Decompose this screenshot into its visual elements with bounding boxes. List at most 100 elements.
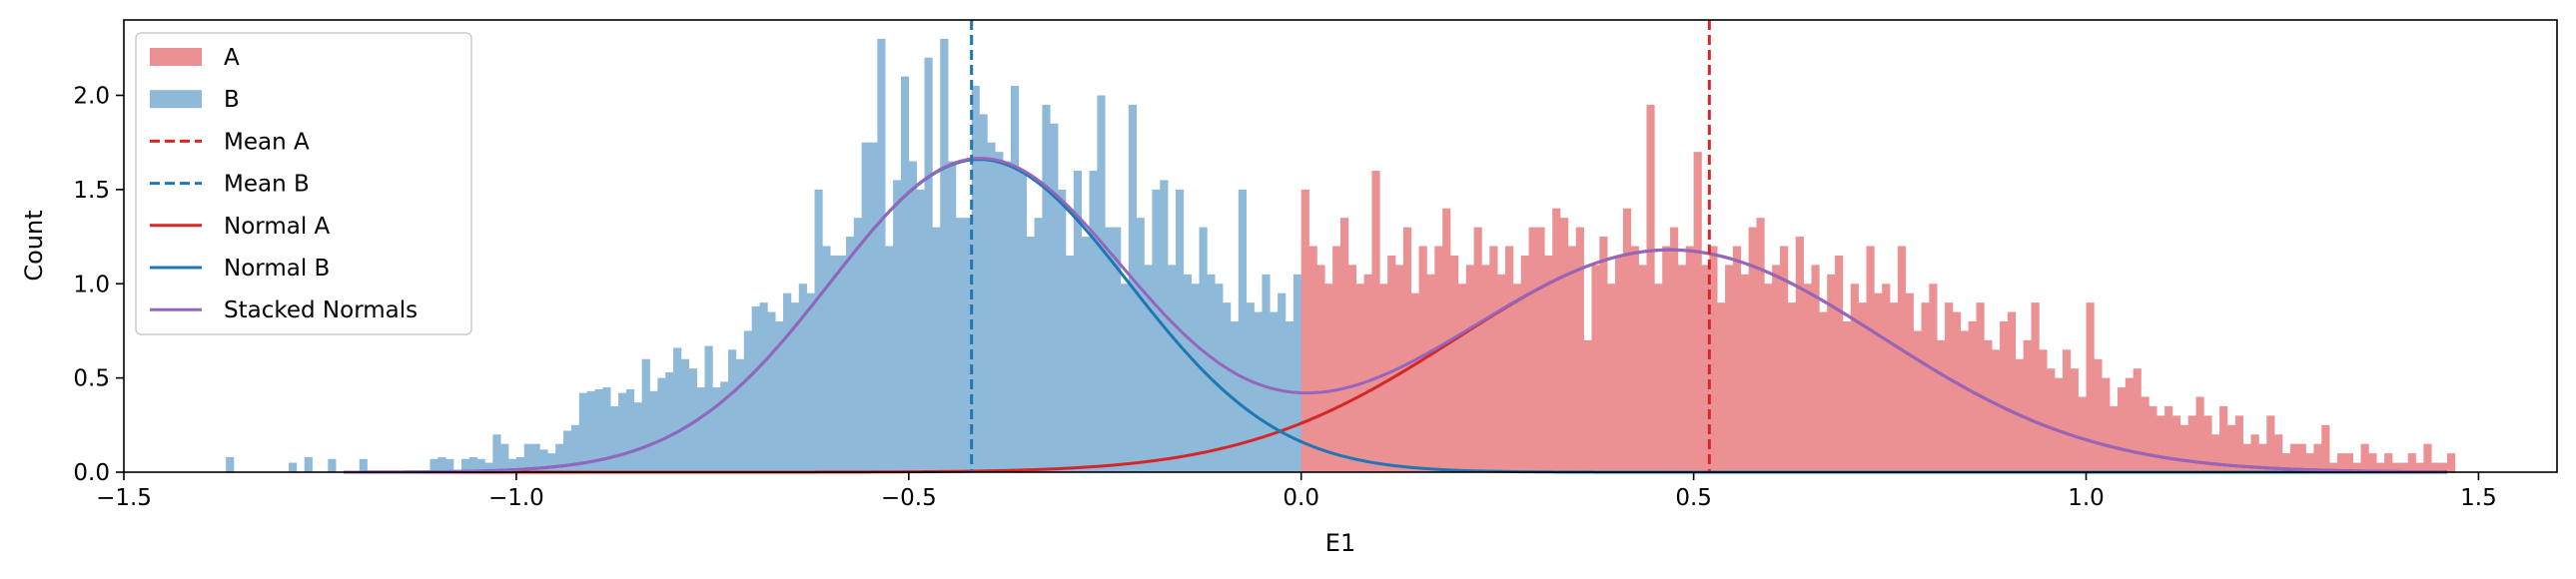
a-bar-29 bbox=[1528, 227, 1537, 472]
a-bar-27 bbox=[1512, 284, 1522, 472]
b-bar-72 bbox=[963, 218, 972, 472]
a-bar-122 bbox=[2258, 443, 2267, 472]
b-bar-94 bbox=[1136, 218, 1145, 472]
b-bar-27 bbox=[610, 405, 619, 472]
b-bar-103 bbox=[1207, 274, 1216, 472]
b-bar-61 bbox=[877, 38, 886, 472]
b-bar-55 bbox=[830, 255, 839, 472]
b-bar-86 bbox=[1073, 171, 1082, 472]
a-bar-11 bbox=[1387, 255, 1396, 472]
b-bar-81 bbox=[1034, 218, 1043, 472]
a-bar-7 bbox=[1355, 284, 1364, 472]
b-bar-101 bbox=[1191, 284, 1200, 472]
a-bar-37 bbox=[1591, 265, 1600, 473]
b-bar-65 bbox=[908, 161, 917, 472]
a-bar-3 bbox=[1324, 284, 1333, 472]
b-bar-109 bbox=[1254, 311, 1263, 472]
a-bar-56 bbox=[1740, 274, 1749, 472]
plot-area-frame bbox=[123, 19, 2558, 473]
a-bar-85 bbox=[1968, 321, 1977, 472]
a-bar-86 bbox=[1976, 302, 1985, 473]
b-bar-40 bbox=[712, 387, 721, 472]
a-bar-131 bbox=[2329, 462, 2338, 472]
a-bar-28 bbox=[1520, 255, 1529, 472]
b-bar-110 bbox=[1262, 274, 1271, 472]
a-bar-1 bbox=[1308, 246, 1317, 472]
a-bar-107 bbox=[2141, 396, 2149, 472]
a-bar-13 bbox=[1402, 227, 1412, 472]
b-bar-1 bbox=[289, 462, 298, 472]
b-bar-43 bbox=[735, 358, 745, 472]
b-bar-91 bbox=[1113, 227, 1122, 472]
a-bar-95 bbox=[2047, 368, 2056, 472]
a-bar-38 bbox=[1599, 237, 1608, 472]
legend-box bbox=[135, 32, 472, 335]
b-bar-39 bbox=[704, 345, 713, 472]
a-bar-111 bbox=[2171, 415, 2181, 473]
a-bar-55 bbox=[1732, 246, 1742, 472]
b-bar-16 bbox=[523, 443, 532, 472]
a-bar-124 bbox=[2274, 434, 2283, 472]
b-bar-82 bbox=[1042, 104, 1051, 472]
a-bar-6 bbox=[1347, 265, 1357, 473]
a-bar-40 bbox=[1615, 255, 1624, 472]
b-bar-64 bbox=[900, 76, 910, 473]
b-bar-24 bbox=[586, 390, 595, 472]
b-bar-47 bbox=[767, 311, 776, 472]
a-bar-98 bbox=[2070, 368, 2079, 472]
b-bar-70 bbox=[948, 161, 957, 472]
b-bar-62 bbox=[885, 246, 894, 472]
a-bar-93 bbox=[2031, 302, 2040, 473]
b-bar-32 bbox=[649, 390, 658, 472]
b-bar-13 bbox=[500, 443, 509, 472]
a-bar-101 bbox=[2094, 358, 2103, 472]
a-bar-97 bbox=[2062, 349, 2072, 472]
a-bar-89 bbox=[2000, 321, 2009, 472]
b-bar-6 bbox=[437, 456, 446, 472]
legend-label-a: A bbox=[224, 45, 240, 71]
legend-label-stacked-normals: Stacked Normals bbox=[224, 297, 418, 323]
a-bar-31 bbox=[1544, 255, 1553, 472]
a-bar-26 bbox=[1505, 246, 1514, 472]
a-bar-109 bbox=[2156, 415, 2165, 473]
a-bar-133 bbox=[2344, 453, 2353, 473]
y-tick-label-3: 1.5 bbox=[73, 178, 110, 204]
a-bar-73 bbox=[1874, 292, 1883, 472]
a-bar-80 bbox=[1929, 284, 1938, 472]
a-bar-9 bbox=[1371, 171, 1380, 472]
b-bar-67 bbox=[924, 57, 933, 472]
b-bar-10 bbox=[476, 458, 485, 472]
a-bar-20 bbox=[1457, 284, 1467, 472]
a-bar-126 bbox=[2289, 443, 2298, 472]
a-bar-113 bbox=[2187, 415, 2196, 473]
a-bar-45 bbox=[1654, 284, 1663, 472]
a-bar-99 bbox=[2078, 396, 2087, 472]
a-bar-129 bbox=[2313, 443, 2322, 472]
b-bar-4 bbox=[359, 458, 368, 472]
x-tick-label-5: 1.0 bbox=[2068, 485, 2105, 511]
b-bar-95 bbox=[1144, 265, 1153, 473]
legend-swatch-b bbox=[150, 90, 202, 109]
a-bar-144 bbox=[2431, 462, 2440, 472]
a-bar-21 bbox=[1465, 265, 1474, 473]
b-bar-14 bbox=[508, 458, 517, 472]
a-bar-87 bbox=[1984, 339, 1993, 473]
a-bar-18 bbox=[1442, 208, 1451, 472]
b-bar-48 bbox=[775, 321, 784, 472]
a-bar-16 bbox=[1426, 274, 1435, 472]
a-bar-135 bbox=[2360, 443, 2369, 472]
a-bar-142 bbox=[2415, 462, 2424, 472]
b-bar-8 bbox=[460, 458, 470, 472]
b-bar-20 bbox=[555, 443, 564, 472]
a-bar-22 bbox=[1473, 227, 1482, 472]
a-bar-59 bbox=[1764, 284, 1773, 472]
b-bar-88 bbox=[1089, 171, 1098, 472]
legend-label-normal-a: Normal A bbox=[224, 214, 331, 240]
b-bar-19 bbox=[547, 453, 556, 473]
b-bar-78 bbox=[1010, 86, 1020, 472]
b-bar-35 bbox=[673, 347, 682, 472]
a-bar-66 bbox=[1819, 311, 1828, 472]
a-bar-92 bbox=[2023, 339, 2032, 473]
b-bar-113 bbox=[1285, 321, 1294, 472]
a-bar-132 bbox=[2336, 453, 2346, 473]
